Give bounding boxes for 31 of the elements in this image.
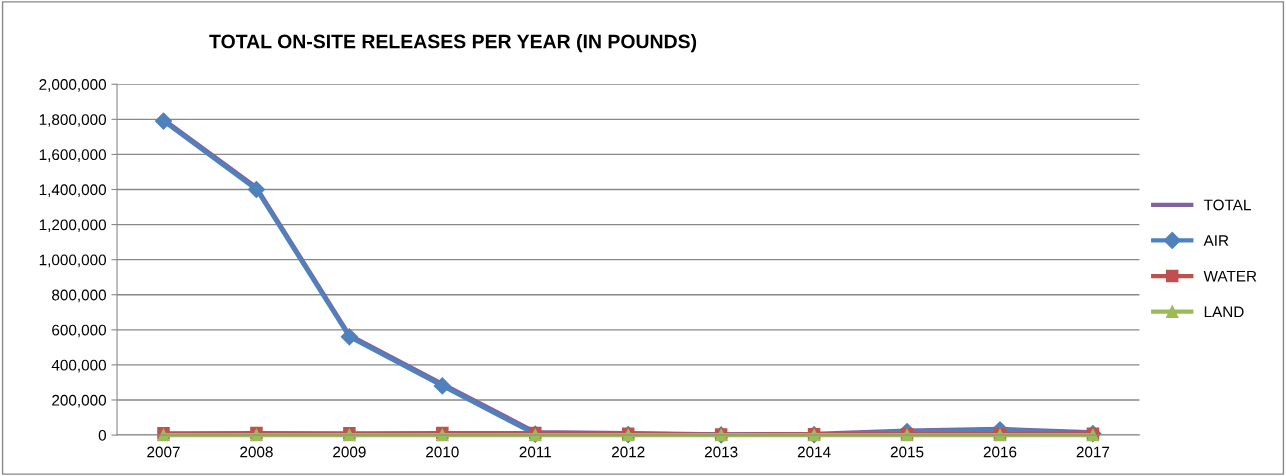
x-tick-label: 2012 (611, 446, 645, 458)
y-tick-label: 200,000 (52, 394, 107, 408)
legend-label: AIR (1203, 235, 1229, 246)
point (247, 180, 265, 199)
point (154, 112, 173, 130)
x-tick-label: 2007 (147, 446, 180, 458)
x-tick-label: 2013 (704, 446, 738, 458)
y-tick-label: 1,800,000 (39, 114, 107, 127)
x-tick-label: 2010 (426, 446, 459, 458)
y-tick-label: 1,000,000 (39, 254, 107, 268)
legend-label: WATER (1203, 270, 1257, 282)
y-tick-label: 600,000 (52, 324, 107, 338)
point (433, 377, 451, 395)
y-tick-label: 1,600,000 (39, 149, 107, 162)
x-tick-label: 2009 (333, 446, 366, 458)
point (340, 328, 358, 346)
y-tick-label: 0 (98, 429, 107, 441)
x-tick-label: 2014 (797, 446, 831, 458)
legend-label: LAND (1204, 306, 1244, 318)
chart-title: TOTAL ON-SITE RELEASES PER YEAR (IN POUNDS) (209, 34, 697, 53)
legend-label: TOTAL (1203, 199, 1251, 211)
y-tick-label: 800,000 (52, 289, 107, 303)
y-tick-label: 400,000 (51, 359, 107, 373)
y-tick-label: 2,000,000 (39, 79, 107, 92)
y-tick-label: 1,200,000 (39, 219, 107, 233)
x-tick-label: 2015 (890, 446, 924, 458)
x-tick-label: 2017 (1076, 446, 1110, 458)
y-tick-label: 1,400,000 (39, 184, 107, 197)
x-tick-label: 2016 (983, 446, 1017, 458)
x-tick-label: 2011 (519, 446, 551, 458)
x-tick-label: 2008 (240, 446, 273, 458)
